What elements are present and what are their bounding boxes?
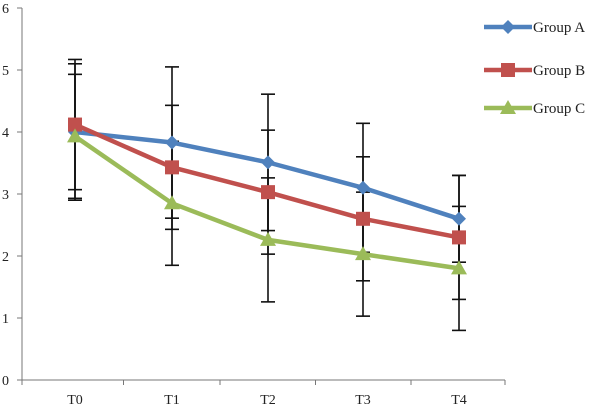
- data-point: [356, 211, 370, 226]
- data-point: [452, 211, 466, 226]
- legend: Group A Group B Group C: [484, 20, 585, 117]
- x-tick-label: T2: [260, 393, 276, 408]
- data-point: [261, 155, 275, 170]
- y-tick-label: 5: [2, 64, 9, 79]
- legend-item: Group B: [484, 63, 585, 79]
- series-line-group-b: [72, 122, 462, 240]
- data-point: [165, 135, 179, 150]
- y-tick-label: 3: [2, 188, 9, 203]
- data-point: [261, 185, 275, 200]
- data-point: [356, 180, 370, 195]
- data-point: [260, 231, 276, 246]
- legend-marker: [500, 100, 516, 114]
- series-markers: [67, 117, 467, 275]
- data-point: [451, 260, 467, 275]
- legend-label: Group B: [533, 63, 585, 79]
- data-point: [452, 230, 466, 245]
- x-tick-label: T0: [67, 393, 83, 408]
- legend-label: Group A: [533, 20, 585, 36]
- y-tick-label: 2: [2, 250, 9, 265]
- data-point: [355, 246, 371, 261]
- y-tick-label: 0: [2, 374, 9, 389]
- legend-label: Group C: [533, 101, 585, 117]
- legend-marker: [501, 20, 515, 34]
- legend-item: Group C: [484, 100, 585, 117]
- x-tick-label: T1: [164, 393, 180, 408]
- data-point: [67, 128, 83, 143]
- x-tick-label: T3: [355, 393, 371, 408]
- y-tick-label: 6: [2, 2, 9, 17]
- y-tick-label: 1: [2, 312, 9, 327]
- data-point: [164, 195, 180, 210]
- x-tick-label: T4: [451, 393, 467, 408]
- data-point: [68, 117, 82, 132]
- legend-item: Group A: [484, 20, 585, 36]
- legend-marker: [501, 63, 515, 77]
- data-point: [165, 160, 179, 175]
- axes: 0 1 2 3 4 5 6 T0 T1 T2 T3 T4: [2, 2, 506, 408]
- y-tick-label: 4: [2, 126, 9, 141]
